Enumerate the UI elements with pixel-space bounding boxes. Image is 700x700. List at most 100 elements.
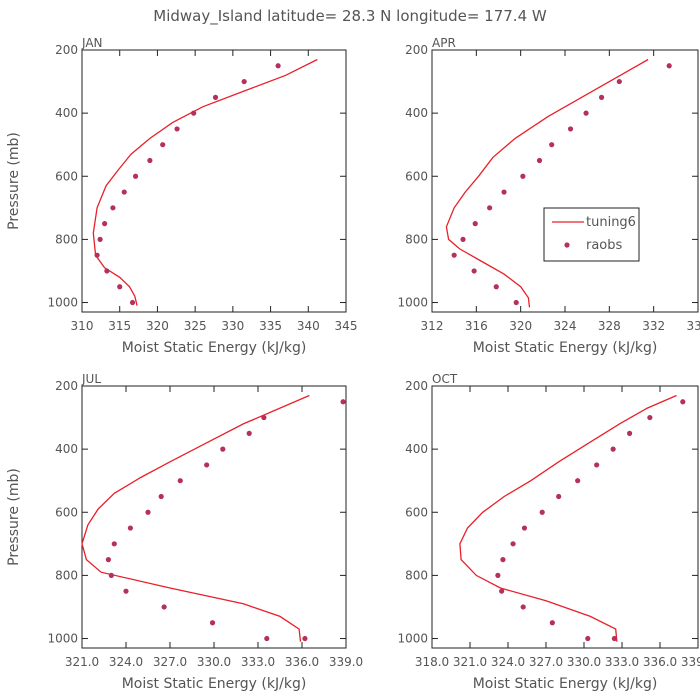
apr-model-line: [445, 58, 649, 308]
jan-obs-point: [129, 299, 136, 306]
apr-xtick-label: 312: [421, 319, 444, 333]
apr-obs-point: [487, 205, 493, 211]
jan-obs-point: [174, 126, 180, 132]
oct-obs-point: [680, 399, 686, 405]
jul-xtick-label: 339.0: [329, 655, 363, 669]
jul-obs-point: [246, 430, 252, 436]
jul-y-axis-label: Pressure (mb): [6, 468, 22, 566]
jul-plot-frame: [81, 385, 347, 649]
oct-xtick-label: 321.0: [453, 655, 487, 669]
apr-panel-title: APR: [432, 36, 456, 50]
apr-ytick-label: 1000: [397, 296, 428, 310]
apr-obs-point: [567, 126, 574, 132]
oct-ytick-label: 1000: [397, 632, 428, 646]
oct-panel: OCT 200 400 600 800 1000 318.0 321.0 324.0 327.0 3…: [397, 372, 700, 692]
jul-obs-point: [108, 572, 114, 578]
jul-obs-point: [105, 557, 111, 563]
jan-model-line: [92, 58, 318, 306]
jan-xtick-label: 340: [297, 319, 320, 333]
apr-ytick-label: 200: [405, 43, 428, 57]
jan-ytick-label: 800: [55, 232, 78, 246]
jan-obs-point: [241, 78, 247, 85]
jul-obs-point: [220, 446, 226, 452]
legend-model-label: tuning6: [586, 215, 636, 230]
oct-xtick-label: 318.0: [415, 655, 449, 669]
jul-xtick-label: 327.0: [153, 655, 187, 669]
oct-obs-point: [575, 478, 581, 484]
jan-obs-point: [110, 205, 116, 211]
oct-obs-point: [510, 541, 516, 547]
oct-obs-point: [520, 604, 526, 610]
oct-panel-title: OCT: [432, 372, 458, 386]
page-title: Midway_Island latitude= 28.3 N longitude…: [153, 7, 547, 26]
apr-obs-point: [583, 110, 589, 116]
oct-obs-point: [627, 430, 633, 436]
apr-obs-point: [549, 142, 555, 148]
apr-ytick-label: 800: [405, 232, 428, 246]
jul-obs-point: [209, 620, 216, 626]
apr-x-axis-label: Moist Static Energy (kJ/kg): [473, 340, 658, 356]
apr-obs-point: [616, 78, 622, 85]
jan-ytick-label: 400: [55, 106, 78, 120]
jul-obs-point: [111, 541, 117, 547]
jan-obs-point: [132, 173, 139, 179]
oct-ytick-label: 200: [405, 379, 428, 393]
oct-obs-point: [549, 620, 555, 626]
jul-obs-point: [261, 414, 267, 421]
apr-panel: APR 200 400 600 800 1000 312 316 320 324 328 332 336…: [397, 36, 700, 356]
jul-obs-point: [161, 604, 167, 610]
apr-xtick-label: 316: [465, 319, 488, 333]
oct-xtick-label: 339.0: [681, 655, 700, 669]
legend-obs-marker: [564, 242, 570, 248]
jan-obs-point: [212, 94, 219, 100]
jul-ytick-label: 200: [55, 379, 78, 393]
jul-obs-point: [177, 478, 183, 484]
oct-xtick-label: 333.0: [605, 655, 639, 669]
jul-obs-point: [158, 493, 164, 500]
jul-xtick-label: 333.0: [241, 655, 275, 669]
jan-obs-point: [94, 252, 100, 258]
jan-obs-point: [191, 110, 197, 116]
jan-panel-title: JAN: [81, 36, 103, 50]
apr-ytick-label: 600: [405, 169, 428, 183]
apr-xtick-label: 332: [642, 319, 665, 333]
jul-ytick-label: 400: [55, 442, 78, 456]
legend: tuning6 raobs: [543, 207, 640, 262]
oct-xtick-label: 336.0: [643, 655, 677, 669]
jan-obs-point: [121, 189, 127, 195]
apr-plot-frame: [431, 49, 699, 313]
apr-xtick-label: 328: [598, 319, 621, 333]
apr-obs-point: [460, 236, 466, 242]
jan-obs-point: [147, 157, 153, 164]
jul-model-line: [81, 394, 310, 642]
jan-ytick-label: 600: [55, 169, 78, 183]
oct-model-line: [459, 394, 677, 642]
apr-obs-point: [598, 94, 605, 100]
jan-x-axis-label: Moist Static Energy (kJ/kg): [122, 340, 307, 356]
oct-ytick-label: 800: [405, 568, 428, 582]
oct-xtick-label: 327.0: [529, 655, 563, 669]
jan-obs-point: [104, 268, 110, 274]
apr-xtick-label: 324: [554, 319, 577, 333]
jul-obs-point: [127, 525, 133, 531]
jan-xtick-label: 345: [335, 319, 358, 333]
jan-xtick-label: 315: [108, 319, 131, 333]
apr-ytick-label: 400: [405, 106, 428, 120]
jan-ytick-label: 200: [55, 43, 78, 57]
jul-ytick-label: 600: [55, 505, 78, 519]
oct-obs-point: [539, 509, 545, 515]
apr-obs-point: [493, 284, 499, 290]
oct-obs-point: [521, 525, 528, 531]
apr-xtick-label: 320: [509, 319, 532, 333]
oct-plot-frame: [431, 385, 699, 649]
jan-plot-frame: [81, 49, 347, 313]
jul-xtick-label: 336.0: [285, 655, 319, 669]
jul-xtick-label: 330.0: [197, 655, 231, 669]
oct-obs-point: [647, 414, 653, 421]
jul-ytick-label: 800: [55, 568, 78, 582]
legend-obs-label: raobs: [586, 238, 623, 253]
jan-xtick-label: 320: [146, 319, 169, 333]
jan-obs-point: [117, 284, 123, 290]
